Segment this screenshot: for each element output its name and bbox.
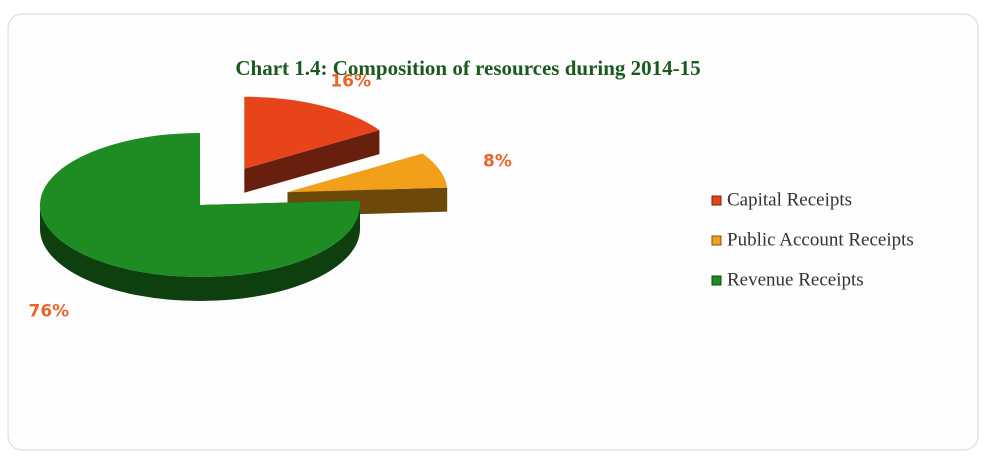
pie-slice [39,133,360,277]
pie-slice-side [40,205,360,301]
legend-swatch [711,275,722,286]
legend-swatch [711,195,722,206]
data-label: 16% [330,72,371,92]
legend-label: Capital Receipts [727,189,852,210]
pie-slice [244,96,380,169]
legend-label: Revenue Receipts [727,269,864,290]
data-label: 8% [483,152,512,172]
legend-label: Public Account Receipts [727,229,914,250]
legend-swatch [711,235,722,246]
pie-slice [287,153,448,193]
chart-title: Chart 1.4: Composition of resources duri… [235,56,700,80]
data-label: 76% [29,301,70,321]
pie-slice-side [244,130,380,193]
